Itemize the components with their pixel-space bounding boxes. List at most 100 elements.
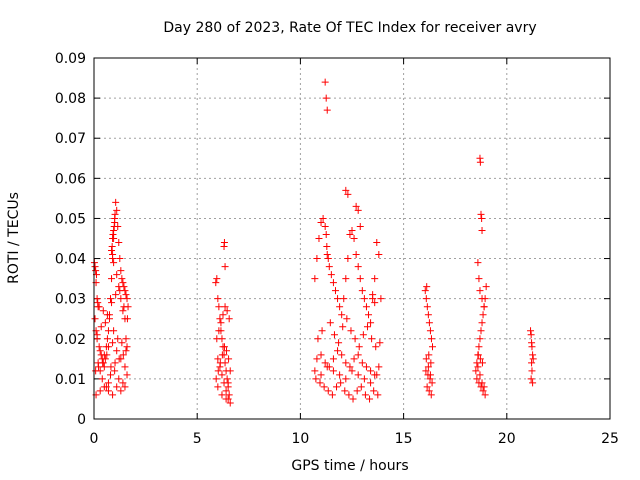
data-point [103,351,111,359]
data-point [356,222,364,230]
data-point [119,351,127,359]
data-point [98,375,106,383]
data-point [97,323,105,331]
data-point [371,299,379,307]
data-point [367,379,375,387]
data-point [323,106,331,114]
y-tick-label: 0.07 [55,131,86,147]
data-point [345,391,353,399]
data-point [123,343,131,351]
data-point [108,243,116,251]
data-point [362,303,370,311]
data-point [334,295,342,303]
data-point [527,331,535,339]
data-point [107,363,115,371]
data-point [113,206,121,214]
x-tick-label: 20 [498,431,516,447]
data-point [99,307,107,315]
data-point [316,379,324,387]
data-point [351,335,359,343]
data-point [213,335,221,343]
data-point [323,363,331,371]
data-point [478,319,486,327]
data-point [322,94,330,102]
data-point [348,226,356,234]
data-point [107,371,115,379]
data-point [375,363,383,371]
data-point [354,206,362,214]
data-point [326,319,334,327]
data-point [214,295,222,303]
data-point [347,327,355,335]
data-point [422,295,430,303]
data-point [324,255,332,263]
data-point [103,335,111,343]
y-tick-label: 0.01 [55,372,86,388]
data-point [113,271,121,279]
data-point [367,367,375,375]
data-point [220,239,228,247]
data-point [528,343,536,351]
data-point [422,367,430,375]
data-point [373,239,381,247]
data-point [311,275,319,283]
data-point [117,267,125,275]
data-point [121,363,129,371]
data-point [213,275,221,283]
data-point [218,351,226,359]
data-point [334,347,342,355]
data-point [95,363,103,371]
data-point [479,311,487,319]
data-point [111,218,119,226]
y-tick-label: 0.05 [55,211,86,227]
chart-title: Day 280 of 2023, Rate Of TEC Index for r… [163,20,536,36]
data-point [110,327,118,335]
data-point [112,291,120,299]
data-point [360,295,368,303]
data-point [477,210,485,218]
data-point [319,214,327,222]
data-point [109,251,117,259]
data-point [114,335,122,343]
data-point [118,339,126,347]
data-point [111,367,119,375]
data-point [92,267,100,275]
y-tick-label: 0.08 [55,91,86,107]
data-point [225,391,233,399]
data-point [320,383,328,391]
data-point [109,391,117,399]
data-point [422,355,430,363]
data-point [337,379,345,387]
data-point [122,291,130,299]
data-point [376,339,384,347]
data-point [370,387,378,395]
data-point [108,299,116,307]
data-point [91,263,99,271]
data-point [226,367,234,375]
data-point [338,311,346,319]
data-point [344,190,352,198]
data-point [111,359,119,367]
data-point [212,375,220,383]
data-point [328,391,336,399]
data-point [362,363,370,371]
data-point [352,251,360,259]
data-point [473,375,481,383]
data-point [372,343,380,351]
data-point [91,315,99,323]
data-point [350,355,358,363]
data-point [223,307,231,315]
data-point [377,295,385,303]
data-point [369,291,377,299]
data-point [101,355,109,363]
data-point [107,295,115,303]
data-point [529,379,537,387]
data-point [116,287,124,295]
x-tick-label: 5 [193,431,202,447]
data-point [474,259,482,267]
data-point [223,347,231,355]
data-point [477,327,485,335]
data-point [528,359,536,367]
data-point [342,375,350,383]
